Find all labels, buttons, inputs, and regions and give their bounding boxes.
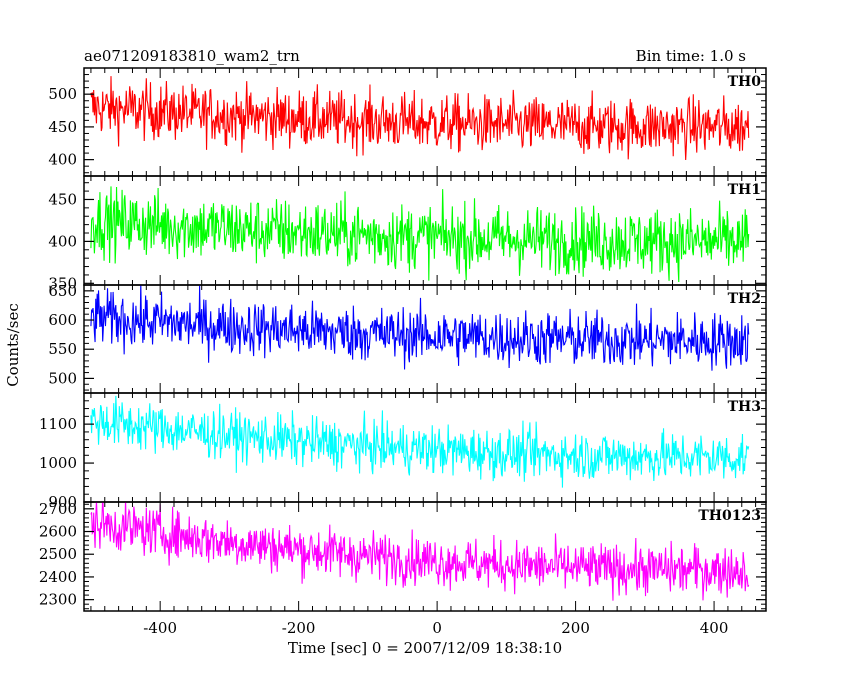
panel-label: TH3 [728,399,761,415]
y-axis-title: Counts/sec [4,303,22,387]
series-line-th0 [90,76,750,160]
y-tick-label: 2400 [39,568,77,586]
x-tick-label: 400 [700,619,729,637]
y-tick-label: 900 [48,493,77,511]
x-tick-label: 0 [432,619,442,637]
panel-th2: 500 550 600 650 TH2 [48,282,767,394]
panel-label: TH0 [728,74,762,90]
x-tick-label: 200 [561,619,590,637]
x-tick-label: -200 [282,619,316,637]
y-tick-label: 2300 [39,591,77,609]
y-tick-label: 350 [48,274,77,292]
panel-frame [83,501,767,612]
panels-group: 400 450 500 TH0 350 400 450 TH1 500 550 600 650 TH2 9… [39,67,767,612]
panel-label: TH2 [728,291,761,307]
y-tick-label: 650 [48,282,77,300]
panel-label: TH0123 [698,508,761,524]
y-tick-label: 1100 [39,415,77,433]
panel-th1: 350 400 450 TH1 [48,175,767,292]
y-tick-label: 600 [48,311,77,329]
series-line-th0123 [90,502,750,601]
panel-th0: 400 450 500 TH0 [48,67,767,177]
x-tick-label: -400 [143,619,177,637]
y-tick-label: 1000 [39,454,77,472]
y-tick-label: 400 [48,232,77,250]
y-tick-label: 450 [48,118,77,136]
panel-th0123: 2300 2400 2500 2600 2700 TH0123 [39,500,767,612]
y-tick-label: 450 [48,190,77,208]
series-line-th1 [90,186,750,283]
y-tick-label: 2600 [39,523,77,541]
y-tick-label: 550 [48,340,77,358]
series-line-th2 [90,285,750,371]
x-axis-title: Time [sec] 0 = 2007/12/09 18:38:10 [288,639,562,657]
y-tick-label: 500 [48,85,77,103]
y-tick-label: 400 [48,151,77,169]
panel-label: TH1 [728,182,761,198]
y-tick-label: 2700 [39,500,77,518]
y-tick-label: 2500 [39,545,77,563]
x-axis: -400 -200 0 200 400 [143,619,728,637]
chart-title: ae071209183810_wam2_trn [84,47,300,65]
y-tick-label: 500 [48,369,77,387]
bin-time-label: Bin time: 1.0 s [636,47,746,65]
series-line-th3 [90,395,750,488]
panel-th3: 900 1000 1100 TH3 [39,392,767,511]
